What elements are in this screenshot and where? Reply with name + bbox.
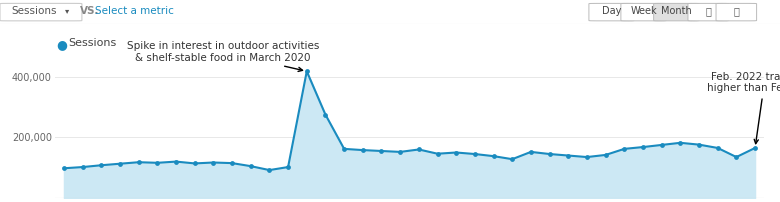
Text: Week: Week — [630, 6, 657, 16]
FancyBboxPatch shape — [716, 3, 757, 21]
Point — [469, 152, 481, 156]
Text: 📈: 📈 — [705, 6, 711, 16]
Point — [282, 165, 294, 169]
Point — [488, 155, 500, 158]
Point — [413, 148, 425, 151]
Point — [263, 168, 275, 172]
Point — [76, 165, 89, 169]
Point — [170, 160, 183, 163]
Point — [207, 161, 220, 164]
Point — [544, 152, 556, 156]
Point — [711, 146, 724, 149]
FancyBboxPatch shape — [0, 3, 82, 21]
Text: Sessions: Sessions — [69, 38, 117, 48]
Point — [133, 161, 145, 164]
Point — [114, 162, 126, 165]
Text: Spike in interest in outdoor activities
& shelf-stable food in March 2020: Spike in interest in outdoor activities … — [126, 41, 319, 72]
Point — [693, 143, 705, 146]
Point — [655, 143, 668, 147]
Point — [58, 167, 70, 170]
Point — [356, 148, 369, 152]
Point — [189, 162, 201, 165]
Text: 👤: 👤 — [733, 6, 739, 16]
Point — [226, 162, 239, 165]
Text: VS.: VS. — [80, 6, 100, 16]
Point — [338, 147, 350, 150]
Point — [244, 164, 257, 168]
Point — [618, 147, 630, 150]
Point — [394, 150, 406, 154]
Point — [525, 150, 537, 154]
Text: Sessions: Sessions — [12, 6, 57, 16]
Text: ●: ● — [56, 38, 67, 51]
Point — [749, 146, 761, 149]
Text: Feb. 2022 traffic still
higher than Feb. 2019: Feb. 2022 traffic still higher than Feb.… — [707, 72, 780, 144]
Text: Month: Month — [661, 6, 692, 16]
FancyBboxPatch shape — [654, 3, 699, 21]
Point — [151, 161, 164, 164]
FancyBboxPatch shape — [589, 3, 634, 21]
Point — [562, 154, 575, 157]
Text: Select a metric: Select a metric — [95, 6, 174, 16]
FancyBboxPatch shape — [621, 3, 666, 21]
Point — [599, 153, 612, 157]
Point — [95, 164, 108, 167]
Point — [300, 70, 313, 73]
Text: ▾: ▾ — [65, 6, 69, 15]
Point — [431, 152, 444, 155]
Point — [730, 156, 743, 159]
Point — [506, 158, 519, 161]
FancyBboxPatch shape — [688, 3, 729, 21]
Point — [319, 113, 332, 116]
Point — [636, 145, 649, 149]
Point — [674, 141, 686, 144]
Text: Day: Day — [602, 6, 621, 16]
Point — [580, 156, 593, 159]
Point — [375, 149, 388, 153]
Point — [450, 151, 463, 154]
